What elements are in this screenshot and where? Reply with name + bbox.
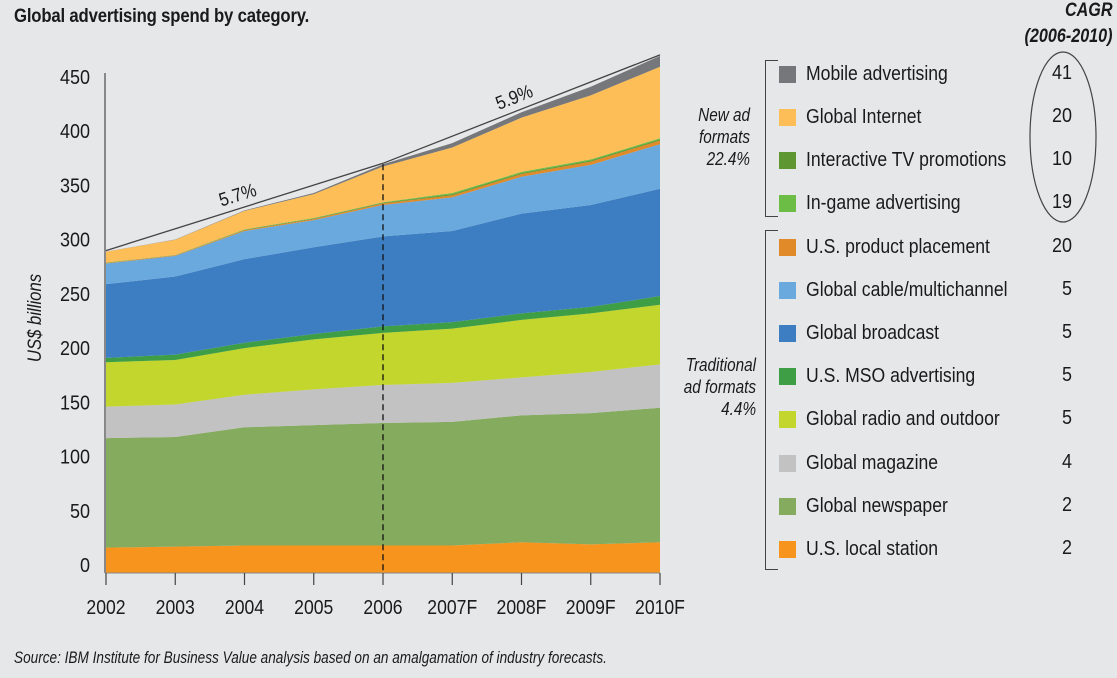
traditional-formats-line-1: Traditional bbox=[685, 355, 756, 375]
traditional-formats-line-2: ad formats bbox=[683, 377, 756, 397]
legend-cagr-value: 5 bbox=[1061, 364, 1072, 386]
legend-swatch bbox=[779, 540, 796, 558]
area-global-cable-multichannel bbox=[106, 144, 660, 285]
legend-cagr-value: 10 bbox=[1051, 148, 1072, 170]
legend-cagr-value: 2 bbox=[1061, 494, 1072, 516]
legend-item-magazine: Global magazine bbox=[779, 452, 956, 474]
legend-swatch bbox=[779, 497, 796, 515]
traditional-formats-bracket bbox=[765, 230, 778, 570]
y-tick-label: 200 bbox=[60, 338, 90, 360]
legend-swatch bbox=[779, 324, 796, 342]
legend-cagr-value: 5 bbox=[1061, 278, 1072, 300]
legend-label: In-game advertising bbox=[806, 191, 961, 214]
legend-cagr-value: 5 bbox=[1061, 321, 1072, 343]
area-global-internet bbox=[106, 66, 660, 263]
legend-label: Global radio and outdoor bbox=[806, 407, 1000, 430]
legend-label: Global newspaper bbox=[806, 494, 948, 517]
y-tick-label: 100 bbox=[60, 447, 90, 469]
legend-item-mso: U.S. MSO advertising bbox=[779, 365, 998, 387]
source-note: Source: IBM Institute for Business Value… bbox=[14, 648, 607, 667]
new-formats-cagr: 22.4% bbox=[706, 149, 750, 169]
legend-swatch bbox=[779, 65, 796, 83]
legend-cagr-value: 19 bbox=[1051, 191, 1072, 213]
legend-cagr-value: 41 bbox=[1051, 62, 1072, 84]
y-tick-label: 50 bbox=[70, 501, 90, 523]
y-axis-label: US$ billions bbox=[24, 274, 45, 362]
legend-swatch bbox=[779, 151, 796, 169]
y-tick-label: 250 bbox=[60, 284, 90, 306]
legend-label: Global broadcast bbox=[806, 321, 940, 344]
x-tick-label: 2009F bbox=[566, 596, 616, 618]
legend-item-mobile: Mobile advertising bbox=[779, 63, 967, 85]
new-formats-label: New ad formats 22.4% bbox=[698, 104, 750, 170]
x-tick-label: 2008F bbox=[497, 596, 547, 618]
legend-label: U.S. MSO advertising bbox=[806, 364, 976, 387]
legend-item-ingame: In-game advertising bbox=[779, 192, 982, 214]
legend-item-product: U.S. product placement bbox=[779, 236, 1015, 258]
legend-item-itv: Interactive TV promotions bbox=[779, 149, 1034, 171]
traditional-formats-label: Traditional ad formats 4.4% bbox=[684, 354, 756, 420]
legend-label: Global Internet bbox=[806, 105, 922, 128]
legend-swatch bbox=[779, 410, 796, 428]
legend-cagr-value: 20 bbox=[1051, 105, 1072, 127]
x-tick-label: 2007F bbox=[427, 596, 477, 618]
traditional-formats-cagr: 4.4% bbox=[721, 399, 756, 419]
x-tick-label: 2003 bbox=[156, 596, 195, 618]
cagr-trend-line bbox=[105, 162, 384, 252]
cagr-header-line-1: CAGR bbox=[1065, 0, 1113, 21]
legend-label: Mobile advertising bbox=[806, 62, 948, 85]
cagr-trend-label: 5.9% bbox=[493, 80, 536, 114]
new-formats-line-1: New ad bbox=[698, 105, 750, 125]
legend-swatch bbox=[779, 238, 796, 256]
legend-item-cable: Global cable/multichannel bbox=[779, 279, 1035, 301]
legend-swatch bbox=[779, 367, 796, 385]
legend-swatch bbox=[779, 194, 796, 212]
legend-swatch bbox=[779, 454, 796, 472]
x-tick-label: 2006 bbox=[363, 596, 402, 618]
area-global-magazine bbox=[106, 364, 660, 439]
cagr-trend-line bbox=[382, 54, 661, 164]
legend-item-broadcast: Global broadcast bbox=[779, 322, 957, 344]
cagr-trend-label: 5.7% bbox=[216, 179, 259, 211]
y-tick-label: 450 bbox=[60, 67, 90, 89]
new-formats-bracket bbox=[765, 60, 778, 217]
y-tick-label: 400 bbox=[60, 121, 90, 143]
y-tick-label: 150 bbox=[60, 393, 90, 415]
x-tick-label: 2002 bbox=[86, 596, 125, 618]
y-tick-label: 0 bbox=[80, 555, 90, 577]
legend-item-internet: Global Internet bbox=[779, 106, 937, 128]
legend-cagr-value: 5 bbox=[1061, 407, 1072, 429]
chart-title: Global advertising spend by category. bbox=[14, 6, 310, 27]
legend-label: U.S. product placement bbox=[806, 235, 990, 258]
legend-swatch bbox=[779, 281, 796, 299]
legend-item-radio: Global radio and outdoor bbox=[779, 408, 1026, 430]
axes: 0 50 100 150 200 250 300 350 400 450 2002 2003 2004 2… bbox=[24, 67, 685, 618]
legend-label: Interactive TV promotions bbox=[806, 148, 1007, 171]
legend-cagr-value: 2 bbox=[1061, 537, 1072, 559]
legend-label: U.S. local station bbox=[806, 537, 939, 560]
new-formats-line-2: formats bbox=[698, 127, 750, 147]
legend-item-newspaper: Global newspaper bbox=[779, 495, 967, 517]
legend-label: Global cable/multichannel bbox=[806, 278, 1008, 301]
cagr-highlight-ellipse bbox=[1029, 51, 1097, 223]
x-tick-label: 2004 bbox=[225, 596, 264, 618]
y-tick-label: 300 bbox=[60, 230, 90, 252]
cagr-header: CAGR (2006-2010) bbox=[1025, 0, 1113, 50]
cagr-header-line-2: (2006-2010) bbox=[1024, 26, 1113, 47]
x-tick-label: 2005 bbox=[294, 596, 333, 618]
legend-swatch bbox=[779, 108, 796, 126]
area-global-broadcast bbox=[106, 188, 660, 358]
y-tick-label: 350 bbox=[60, 176, 90, 198]
x-tick-label: 2010F bbox=[635, 596, 685, 618]
legend-cagr-value: 20 bbox=[1051, 235, 1072, 257]
legend-item-local: U.S. local station bbox=[779, 538, 956, 560]
legend-cagr-value: 4 bbox=[1061, 451, 1072, 473]
legend-label: Global magazine bbox=[806, 451, 939, 474]
